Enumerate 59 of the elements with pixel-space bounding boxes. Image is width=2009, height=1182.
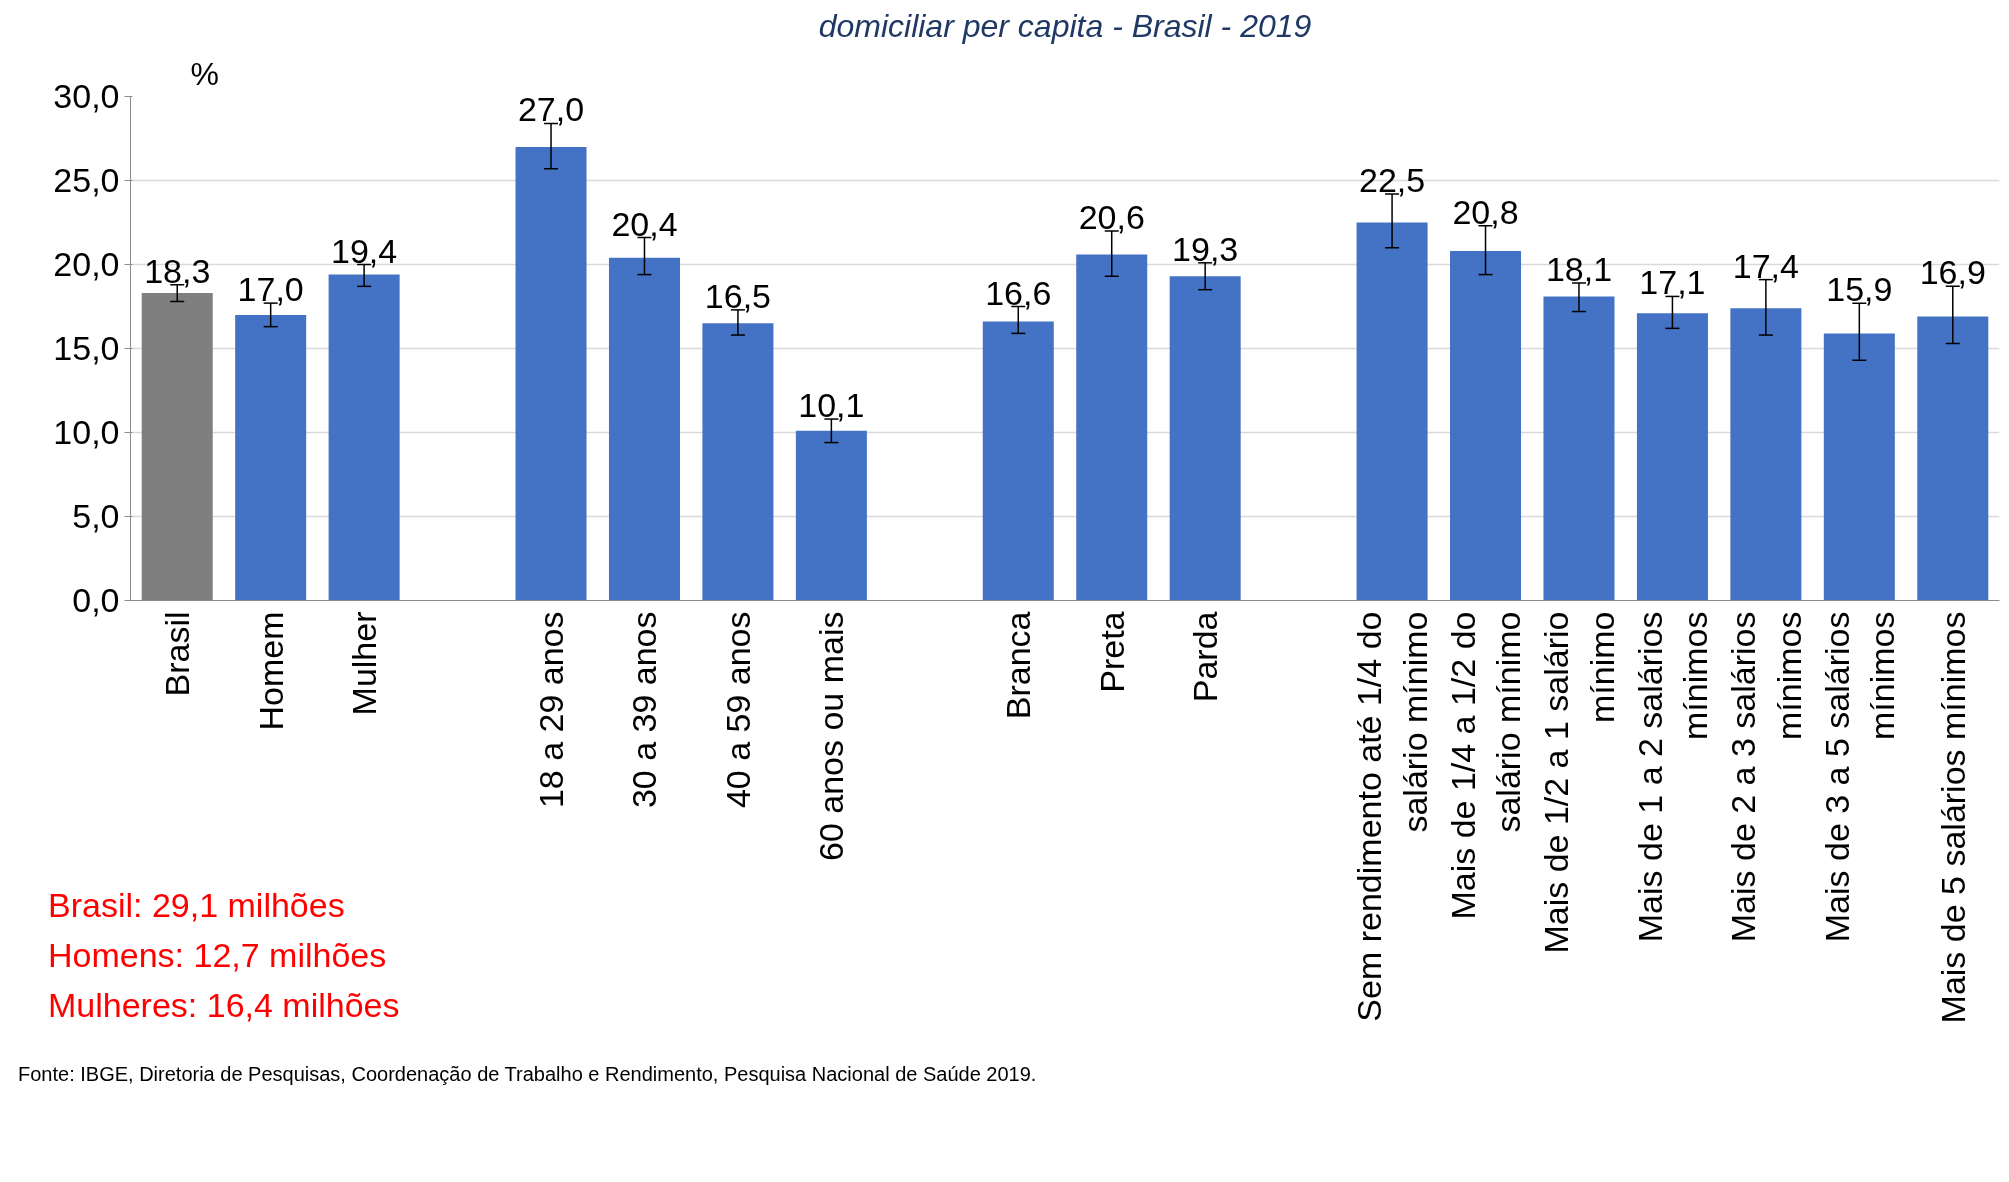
data-label: 19,3 [1172,229,1239,268]
data-label: 16,9 [1919,253,1986,292]
x-tick-label: 18 a 29 anos [532,611,571,809]
x-tick-label: 30 a 39 anos [625,611,664,809]
x-tick-label: Branca [999,611,1038,720]
data-label: 27,0 [517,90,585,129]
bar [1450,251,1522,601]
data-label: 17,0 [237,270,304,309]
bar [1356,222,1428,601]
bar [235,314,307,601]
bar [1076,254,1148,601]
bar [608,257,680,601]
data-label: 10,1 [798,386,865,425]
bar [795,430,867,601]
x-tick-label: Homem [251,611,290,731]
text: Mulheres: 16,4 milhões [48,985,401,1026]
bar [1636,313,1708,601]
x-tick-label: Parda [1186,611,1225,703]
bar [1730,308,1802,601]
y-tick-label: 20,0 [53,245,120,283]
x-tick-label: Mais de 5 salários mínimos [1933,611,1972,1024]
y-tick-label: 15,0 [53,329,120,367]
bar [1169,276,1241,601]
y-tick-label: 25,0 [53,161,120,199]
y-tick-label: 0,0 [72,581,120,619]
bar [702,323,774,601]
bar [141,293,213,601]
bar [328,274,400,601]
data-label: 17,4 [1732,246,1799,285]
text: Brasil: 29,1 milhões [48,885,346,926]
bar [1543,296,1615,601]
x-tick-label: Preta [1092,611,1131,693]
x-tick-label: Sem rendimento até 1/4 do salário mínimo [1350,611,1434,1022]
data-label: 22,5 [1358,160,1426,199]
data-label: 18,3 [144,251,211,290]
bar [1917,316,1989,601]
data-label: 20,8 [1452,192,1519,231]
data-label: 15,9 [1826,270,1893,309]
x-tick-label: Brasil [158,611,197,697]
data-label: 20,4 [611,204,678,243]
y-tick-label: 5,0 [72,497,120,535]
data-label: 18,1 [1545,249,1613,288]
y-tick-label: 10,0 [53,413,120,451]
data-label: 16,6 [985,273,1052,312]
bar [1823,333,1895,601]
data-label: 19,4 [331,231,398,270]
data-label: 17,1 [1639,263,1706,302]
x-tick-label: 40 a 59 anos [718,611,757,809]
chart-title: domiciliar per capita - Brasil - 2019 [818,7,1312,44]
source-note: Fonte: IBGE, Diretoria de Pesquisas, Coordenação de Trabalho e Rendimento, Pesquisa Nacional de Saúde 2019. [18,1062,1037,1087]
bar [982,321,1054,601]
x-tick-label: 60 anos ou mais [812,611,851,861]
data-label: 16,5 [704,276,772,315]
x-tick-label: Mulher [345,611,384,716]
text: Homens: 12,7 milhões [48,935,388,976]
bar [515,146,587,601]
y-axis-title: % [190,55,219,92]
y-tick-label: 30,0 [53,77,120,115]
data-label: 20,6 [1078,197,1145,236]
